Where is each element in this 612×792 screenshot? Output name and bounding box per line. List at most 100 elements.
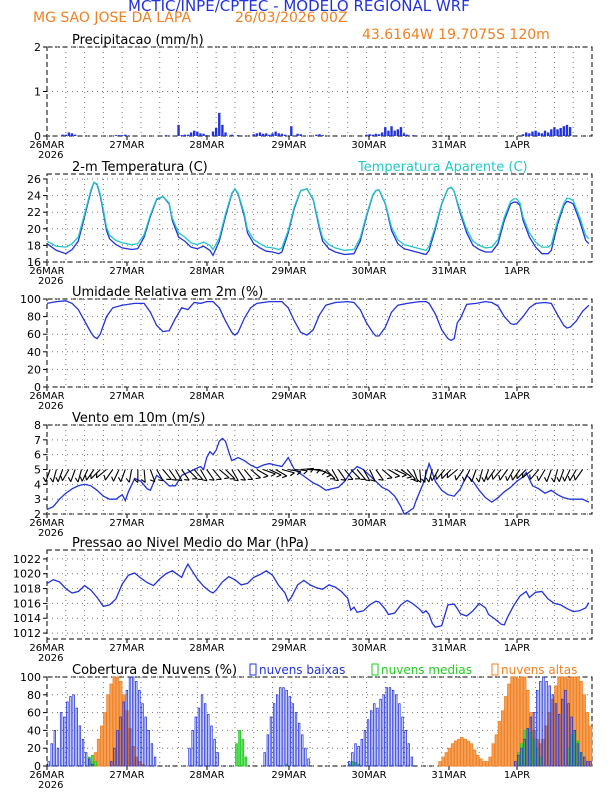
cloud-high-bar <box>491 743 496 767</box>
wind-barb <box>447 469 458 479</box>
wind-barb-flag <box>421 478 426 483</box>
cloud-low-bar <box>63 716 66 767</box>
temp-ytick-label: 16 <box>27 256 41 269</box>
pressure-xtick-label: 28MAR <box>189 643 224 654</box>
precip-panel: 0 1 2 26MAR 27MAR 28MAR 29MAR 30MAR 31MAR 1APR 202… <box>29 33 593 161</box>
wind-barb-flag <box>413 479 419 483</box>
clouds-ytick-label: 80 <box>27 689 41 702</box>
cloud-legend-box <box>249 663 257 676</box>
wind-barb-flag <box>184 479 190 481</box>
cloud-low-bar <box>523 738 526 767</box>
temp-xtick-label: 26MAR <box>29 266 64 277</box>
wind-barb <box>516 469 527 480</box>
wind-barb <box>193 469 203 480</box>
wind-barb <box>574 469 584 481</box>
precip-bar <box>224 132 227 136</box>
clouds-xtick-label: 26MAR <box>29 770 64 781</box>
precip-bar <box>315 134 318 136</box>
cloud-low-bar <box>56 747 60 767</box>
clouds-xtick-label: 28MAR <box>189 770 224 781</box>
wind-xtick-label: 27MAR <box>109 518 144 529</box>
rh-title: Umidade Relativa em 2m (%) <box>72 285 263 300</box>
cloud-legend-box <box>371 663 379 676</box>
cloud-low-bar <box>213 738 216 767</box>
cloud-high-bar <box>485 761 489 767</box>
precip-ytick-label: 2 <box>34 41 41 54</box>
wind-barb <box>356 469 366 480</box>
wind-barb <box>218 469 230 479</box>
cloud-low-bar <box>81 738 85 767</box>
cloud-low-bar <box>376 707 379 767</box>
wind-barb <box>156 469 164 482</box>
wind-barb-flag <box>296 471 302 476</box>
cloud-low-bar <box>532 712 536 767</box>
wind-barb <box>538 469 546 482</box>
wind-barb-flag <box>491 474 494 480</box>
precip-xtick-label: 26MAR <box>29 140 64 151</box>
cloud-low-bar <box>78 725 82 767</box>
cloud-low-bar <box>404 730 407 767</box>
precip-bar <box>280 133 284 136</box>
wind-barb-flag <box>289 472 295 477</box>
precip-bar <box>380 132 384 136</box>
precip-bar <box>290 126 293 136</box>
precip-bar <box>559 127 562 136</box>
cloud-low-bar <box>391 689 395 767</box>
cloud-low-bar <box>551 694 555 767</box>
precip-bar <box>64 134 67 136</box>
rh-line <box>46 300 590 342</box>
rh-panel: 0 20 40 60 80 100 26MAR 27MAR 28MAR 29MAR 30MAR 31M… <box>20 285 593 412</box>
wind-barb-flag <box>263 475 269 479</box>
wind-barb-flag <box>233 479 239 482</box>
pressure-line <box>46 562 590 628</box>
precip-bar <box>318 134 321 136</box>
cloud-low-bar <box>294 712 298 767</box>
cloud-low-bar <box>570 716 573 767</box>
precip-bar <box>390 126 393 136</box>
wind-barb <box>237 469 246 481</box>
cloud-high-bar <box>457 738 461 767</box>
wind-barb <box>212 469 222 480</box>
wind-barb <box>350 469 361 480</box>
cloud-low-bar <box>539 681 542 767</box>
cloud-high-bar <box>441 756 445 767</box>
precip-bar <box>368 134 371 136</box>
cloud-low-bar <box>119 716 122 767</box>
wind-barb <box>90 469 101 480</box>
wind-title: Vento em 10m (m/s) <box>72 411 205 426</box>
wind-barb-flag <box>270 473 276 477</box>
cloud-low-bar <box>348 761 351 767</box>
cloud-low-bar <box>304 747 307 767</box>
cloud-high-bar <box>109 683 113 767</box>
cloud-low-bar <box>125 689 129 767</box>
temp-xtick-label: 31MAR <box>431 266 466 277</box>
cloud-low-bar <box>520 747 523 767</box>
cloud-low-bar <box>579 752 583 767</box>
cloud-low-bar <box>138 689 141 767</box>
cloud-low-bar <box>266 734 269 767</box>
cloud-high-bar <box>103 712 107 767</box>
wind-xtick-label: 29MAR <box>271 518 306 529</box>
precip-bar <box>321 135 324 136</box>
cloud-high-bar <box>453 740 458 767</box>
wind-frame <box>46 424 593 515</box>
cloud-low-bar <box>210 725 213 767</box>
wind-barb-flag <box>149 479 156 483</box>
precip-bar <box>550 129 553 136</box>
cloud-low-bar <box>147 730 150 767</box>
precip-bar <box>412 135 415 136</box>
cloud-low-bar <box>561 698 564 767</box>
cloud-low-bar <box>116 730 119 767</box>
wind-barb <box>243 469 254 480</box>
precip-bar <box>252 134 255 136</box>
precip-bar <box>258 132 262 136</box>
cloud-low-bar <box>128 676 132 767</box>
wind-barb-flag <box>401 474 407 478</box>
wind-barb-flag <box>201 479 208 482</box>
wind-barb <box>256 469 269 477</box>
precip-bar <box>218 112 221 136</box>
wind-barb <box>143 469 146 483</box>
wind-barb <box>455 469 465 481</box>
precip-bar <box>568 127 572 136</box>
